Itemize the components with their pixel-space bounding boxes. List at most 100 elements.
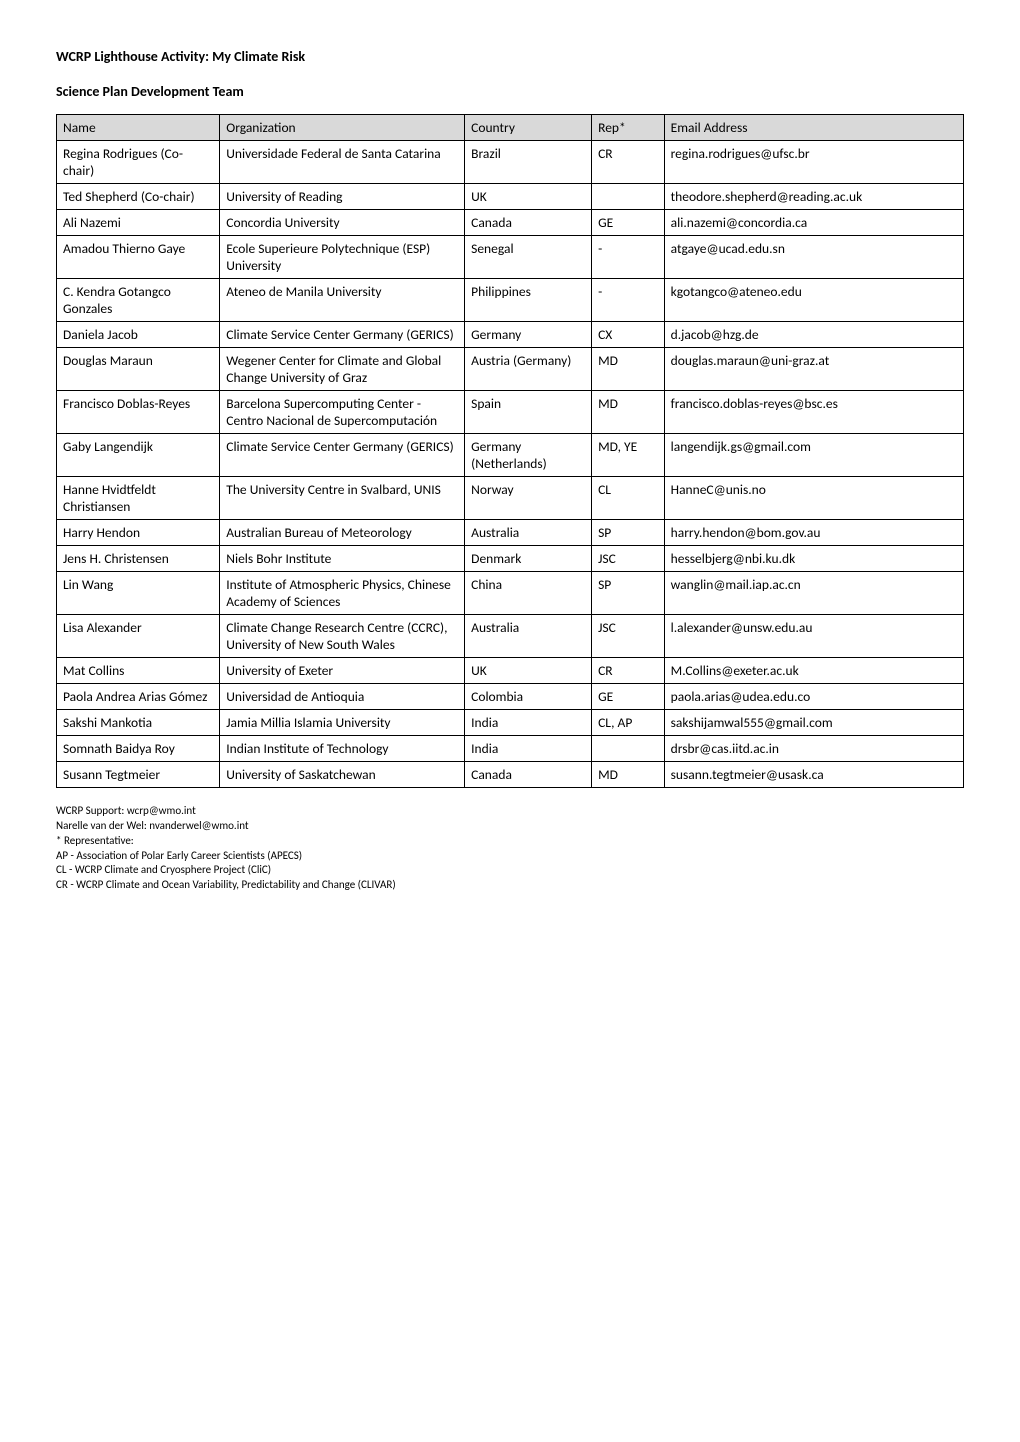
table-cell: wanglin@mail.iap.ac.cn [664, 572, 963, 615]
col-header-organization: Organization [220, 115, 465, 141]
col-header-rep: Rep* [592, 115, 665, 141]
table-cell: douglas.maraun@uni-graz.at [664, 348, 963, 391]
table-row: Sakshi MankotiaJamia Millia Islamia Univ… [57, 710, 964, 736]
table-row: Amadou Thierno GayeEcole Superieure Poly… [57, 236, 964, 279]
table-cell: Brazil [465, 141, 592, 184]
table-cell: Susann Tegtmeier [57, 762, 220, 788]
col-header-name: Name [57, 115, 220, 141]
footnote-line: AP - Association of Polar Early Career S… [56, 849, 964, 864]
table-cell: University of Exeter [220, 658, 465, 684]
team-table: Name Organization Country Rep* Email Add… [56, 114, 964, 788]
table-cell: Universidade Federal de Santa Catarina [220, 141, 465, 184]
table-cell: Universidad de Antioquia [220, 684, 465, 710]
table-cell: - [592, 279, 665, 322]
table-header-row: Name Organization Country Rep* Email Add… [57, 115, 964, 141]
table-cell: sakshijamwal555@gmail.com [664, 710, 963, 736]
table-cell: GE [592, 684, 665, 710]
table-cell: Australian Bureau of Meteorology [220, 520, 465, 546]
table-cell: atgaye@ucad.edu.sn [664, 236, 963, 279]
table-cell: ali.nazemi@concordia.ca [664, 210, 963, 236]
document-title: WCRP Lighthouse Activity: My Climate Ris… [56, 48, 964, 65]
table-cell: francisco.doblas-reyes@bsc.es [664, 391, 963, 434]
table-cell: theodore.shepherd@reading.ac.uk [664, 184, 963, 210]
table-row: Ted Shepherd (Co-chair)University of Rea… [57, 184, 964, 210]
table-cell: Germany [465, 322, 592, 348]
table-cell [592, 736, 665, 762]
table-cell [592, 184, 665, 210]
table-cell: Ateneo de Manila University [220, 279, 465, 322]
table-cell: Jamia Millia Islamia University [220, 710, 465, 736]
table-cell: Denmark [465, 546, 592, 572]
table-cell: GE [592, 210, 665, 236]
table-row: Hanne Hvidtfeldt ChristiansenThe Univers… [57, 477, 964, 520]
table-cell: Somnath Baidya Roy [57, 736, 220, 762]
table-cell: MD [592, 348, 665, 391]
table-cell: SP [592, 572, 665, 615]
table-row: Mat CollinsUniversity of ExeterUKCRM.Col… [57, 658, 964, 684]
table-cell: regina.rodrigues@ufsc.br [664, 141, 963, 184]
table-cell: Canada [465, 762, 592, 788]
table-cell: India [465, 710, 592, 736]
table-cell: MD [592, 391, 665, 434]
table-cell: Australia [465, 520, 592, 546]
table-cell: Ecole Superieure Polytechnique (ESP) Uni… [220, 236, 465, 279]
table-cell: - [592, 236, 665, 279]
table-cell: drsbr@cas.iitd.ac.in [664, 736, 963, 762]
table-cell: Spain [465, 391, 592, 434]
table-cell: Climate Change Research Centre (CCRC), U… [220, 615, 465, 658]
table-cell: CR [592, 658, 665, 684]
table-cell: Lisa Alexander [57, 615, 220, 658]
table-cell: Gaby Langendijk [57, 434, 220, 477]
table-cell: CL [592, 477, 665, 520]
table-cell: Climate Service Center Germany (GERICS) [220, 322, 465, 348]
section-heading: Science Plan Development Team [56, 83, 964, 100]
table-cell: CL, AP [592, 710, 665, 736]
table-row: Lin WangInstitute of Atmospheric Physics… [57, 572, 964, 615]
table-cell: Canada [465, 210, 592, 236]
table-cell: Germany (Netherlands) [465, 434, 592, 477]
table-cell: The University Centre in Svalbard, UNIS [220, 477, 465, 520]
table-cell: Regina Rodrigues (Co-chair) [57, 141, 220, 184]
footnote-line: * Representative: [56, 834, 964, 849]
table-row: Lisa AlexanderClimate Change Research Ce… [57, 615, 964, 658]
table-cell: JSC [592, 615, 665, 658]
table-cell: SP [592, 520, 665, 546]
table-body: Regina Rodrigues (Co-chair)Universidade … [57, 141, 964, 788]
table-row: Douglas MaraunWegener Center for Climate… [57, 348, 964, 391]
table-row: Somnath Baidya RoyIndian Institute of Te… [57, 736, 964, 762]
table-row: Ali NazemiConcordia UniversityCanadaGEal… [57, 210, 964, 236]
table-cell: paola.arias@udea.edu.co [664, 684, 963, 710]
table-cell: Ted Shepherd (Co-chair) [57, 184, 220, 210]
table-cell: d.jacob@hzg.de [664, 322, 963, 348]
table-cell: UK [465, 658, 592, 684]
table-cell: Barcelona Supercomputing Center - Centro… [220, 391, 465, 434]
table-row: Susann TegtmeierUniversity of Saskatchew… [57, 762, 964, 788]
col-header-email: Email Address [664, 115, 963, 141]
table-cell: CR [592, 141, 665, 184]
table-cell: Sakshi Mankotia [57, 710, 220, 736]
table-cell: Lin Wang [57, 572, 220, 615]
footnote-line: Narelle van der Wel: nvanderwel@wmo.int [56, 819, 964, 834]
table-row: Jens H. ChristensenNiels Bohr InstituteD… [57, 546, 964, 572]
table-row: Paola Andrea Arias GómezUniversidad de A… [57, 684, 964, 710]
table-cell: India [465, 736, 592, 762]
table-cell: University of Saskatchewan [220, 762, 465, 788]
table-cell: MD, YE [592, 434, 665, 477]
table-cell: Douglas Maraun [57, 348, 220, 391]
table-cell: Paola Andrea Arias Gómez [57, 684, 220, 710]
table-cell: Mat Collins [57, 658, 220, 684]
footnote-line: CL - WCRP Climate and Cryosphere Project… [56, 863, 964, 878]
table-cell: Amadou Thierno Gaye [57, 236, 220, 279]
footnote-line: WCRP Support: wcrp@wmo.int [56, 804, 964, 819]
table-cell: l.alexander@unsw.edu.au [664, 615, 963, 658]
table-row: Harry HendonAustralian Bureau of Meteoro… [57, 520, 964, 546]
footnote-line: CR - WCRP Climate and Ocean Variability,… [56, 878, 964, 893]
table-cell: Harry Hendon [57, 520, 220, 546]
table-cell: Francisco Doblas-Reyes [57, 391, 220, 434]
table-cell: C. Kendra Gotangco Gonzales [57, 279, 220, 322]
table-row: Daniela JacobClimate Service Center Germ… [57, 322, 964, 348]
table-cell: UK [465, 184, 592, 210]
table-row: Regina Rodrigues (Co-chair)Universidade … [57, 141, 964, 184]
table-cell: Climate Service Center Germany (GERICS) [220, 434, 465, 477]
table-cell: Indian Institute of Technology [220, 736, 465, 762]
